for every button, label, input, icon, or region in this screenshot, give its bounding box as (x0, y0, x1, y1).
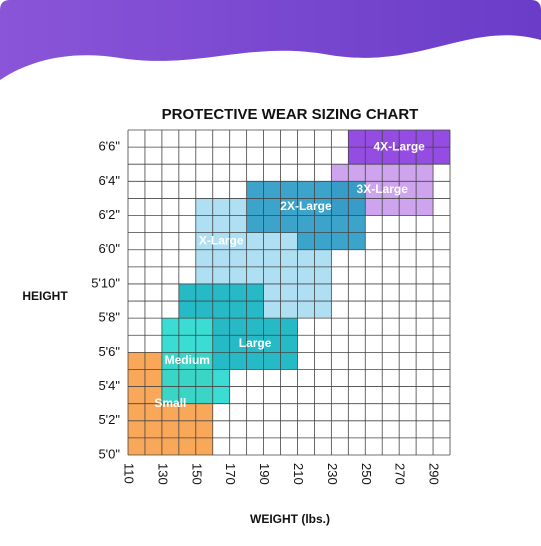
chart-title: PROTECTIVE WEAR SIZING CHART (162, 106, 419, 123)
x-tick-label: 230 (325, 463, 340, 485)
x-tick-label: 210 (291, 463, 306, 485)
size-label: Medium (165, 353, 210, 367)
x-tick-label: 290 (427, 463, 442, 485)
y-tick-label: 5'2" (98, 412, 120, 427)
y-tick-label: 5'8" (98, 310, 120, 325)
x-tick-label: 150 (189, 463, 204, 485)
size-label: Large (239, 336, 272, 350)
x-tick-label: 130 (155, 463, 170, 485)
x-tick-label: 190 (257, 463, 272, 485)
size-region (212, 318, 298, 370)
size-region (195, 198, 247, 284)
size-label: Small (154, 396, 186, 410)
size-label: 4X-Large (373, 139, 425, 153)
y-tick-label: 6'0" (98, 241, 120, 256)
size-region (161, 318, 213, 404)
y-tick-label: 5'4" (98, 378, 120, 393)
header-wave (0, 0, 541, 80)
y-tick-label: 5'6" (98, 344, 120, 359)
x-tick-label: 270 (393, 463, 408, 485)
size-label: 3X-Large (357, 182, 409, 196)
y-axis-label: HEIGHT (22, 289, 68, 303)
size-label: 2X-Large (280, 199, 332, 213)
size-region (246, 181, 366, 233)
y-tick-label: 6'6" (98, 139, 120, 154)
y-tick-label: 5'10" (91, 275, 120, 290)
y-tick-label: 6'2" (98, 207, 120, 222)
size-label: X-Large (199, 233, 244, 247)
y-tick-label: 6'4" (98, 173, 120, 188)
x-tick-label: 170 (223, 463, 238, 485)
x-tick-label: 250 (359, 463, 374, 485)
y-tick-label: 5'0" (98, 446, 120, 461)
x-tick-label: 110 (122, 463, 137, 484)
x-axis-label: WEIGHT (lbs.) (250, 512, 330, 526)
size-region (246, 232, 298, 250)
